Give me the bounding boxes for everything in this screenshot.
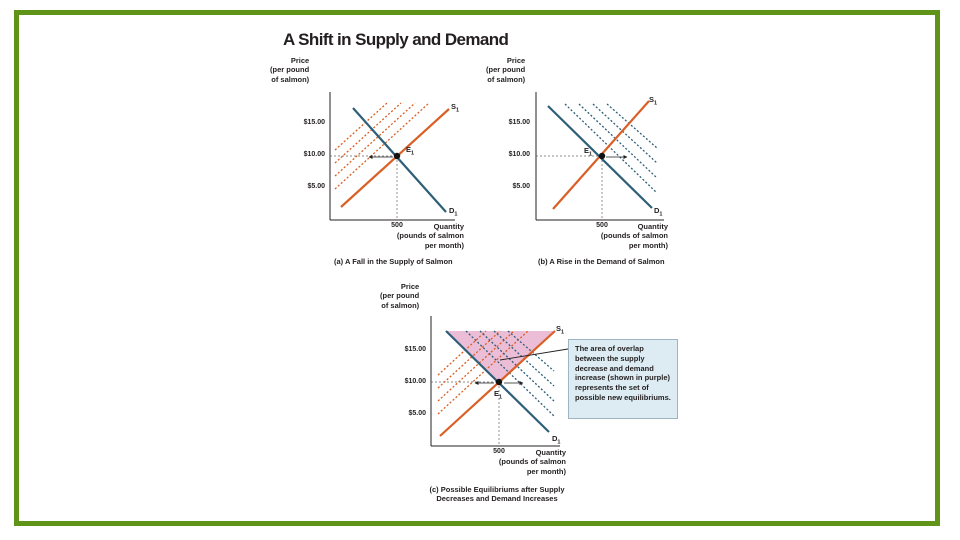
panel-c-chart (430, 316, 569, 447)
panel-a-x-axis-label: Quantity (pounds of salmon per month) (396, 222, 464, 250)
panel-a-tick-10: $10.00 (303, 151, 325, 158)
panel-b-equilibrium-point (598, 152, 606, 160)
panel-a-supply-label: S1 (451, 102, 460, 114)
panel-a-tick-15: $15.00 (303, 119, 325, 126)
panel-a-equilibrium-label: E1 (406, 145, 415, 157)
panel-c-shifted-supply-lines (437, 330, 529, 415)
panel-b-shifted-demand-lines (564, 103, 658, 194)
slide-frame (14, 10, 940, 526)
panel-b-guides (536, 155, 603, 220)
panel-b-supply-label: S1 (649, 95, 658, 107)
panel-c-x-axis-label: Quantity (pounds of salmon per month) (498, 448, 566, 476)
panel-c-tick-500: 500 (493, 448, 505, 455)
panel-c-tick-5: $5.00 (408, 410, 426, 417)
panel-a-guides (330, 155, 398, 220)
panel-b-caption: (b) A Rise in the Demand of Salmon (538, 257, 665, 266)
overlap-note-box: The area of overlap between the supply d… (568, 339, 678, 419)
panel-a-y-axis-label: Price (per pound of salmon) (270, 56, 310, 84)
panel-c-overlap-region (446, 331, 555, 384)
panel-b-x-axis-label: Quantity (pounds of salmon per month) (600, 222, 668, 250)
panel-c-demand-label: D1 (552, 434, 561, 446)
panel-a-chart (329, 92, 455, 221)
panel-a-equilibrium-point (393, 152, 401, 160)
panel-c-equilibrium-point (495, 378, 503, 386)
panel-c-tick-15: $15.00 (404, 346, 426, 353)
panel-a-tick-500: 500 (391, 222, 403, 229)
panel-c-note-leader (499, 348, 569, 361)
panel-a-demand-line (352, 107, 447, 213)
panel-b-tick-10: $10.00 (508, 151, 530, 158)
panel-b-tick-5: $5.00 (512, 183, 530, 190)
panel-a-shifted-supply-lines (334, 102, 430, 190)
panel-c-caption: (c) Possible Equilibriums after Supply De… (429, 485, 565, 504)
panel-c-supply-label: S1 (556, 324, 565, 336)
panel-a-tick-5: $5.00 (307, 183, 325, 190)
panel-c-guides (431, 381, 500, 446)
panel-b-y-axis-label: Price (per pound of salmon) (486, 56, 526, 84)
panel-b-chart (535, 92, 664, 221)
panel-a-demand-label: D1 (449, 206, 458, 218)
panel-b-equilibrium-label: E1 (584, 146, 593, 158)
panel-c-y-axis-label: Price (per pound of salmon) (380, 282, 420, 310)
panel-c-tick-10: $10.00 (404, 378, 426, 385)
page-title: A Shift in Supply and Demand (283, 30, 509, 49)
panel-a-caption: (a) A Fall in the Supply of Salmon (334, 257, 453, 266)
panel-c-equilibrium-label: E1 (494, 389, 503, 401)
panel-b-demand-label: D1 (654, 206, 663, 218)
panel-b-tick-15: $15.00 (508, 119, 530, 126)
panel-b-tick-500: 500 (596, 222, 608, 229)
overlap-note-text: The area of overlap between the supply d… (575, 344, 671, 402)
